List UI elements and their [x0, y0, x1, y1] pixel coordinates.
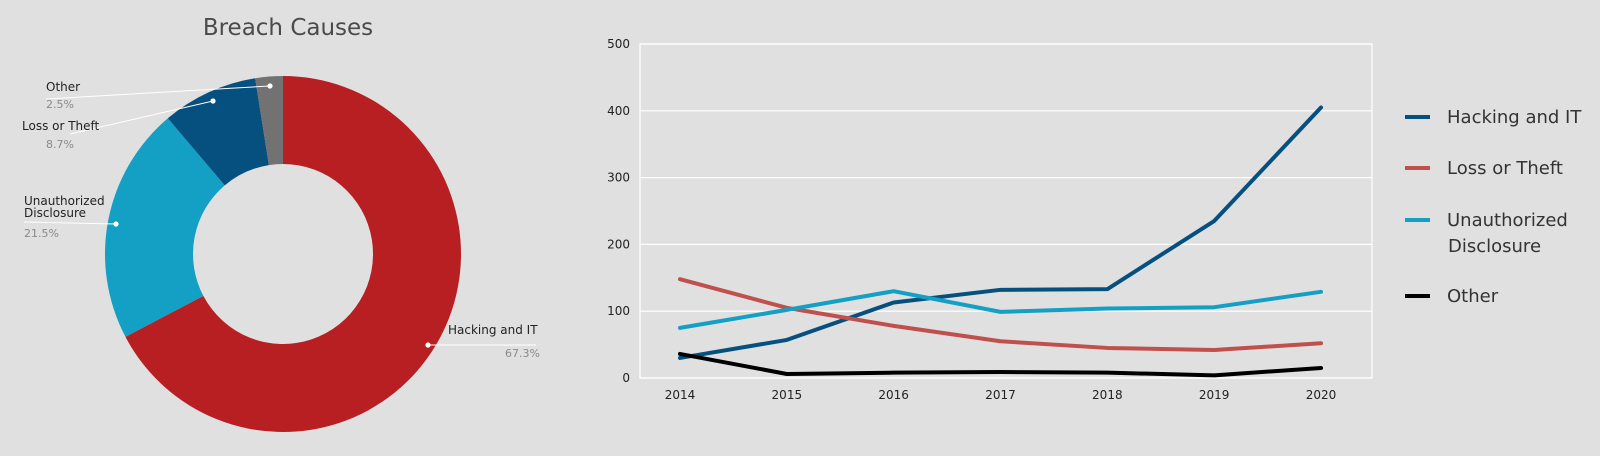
x-tick-label: 2016: [878, 388, 909, 402]
leader-dot-loss-or-theft: [210, 98, 216, 104]
series-line-hacking-and-it: [678, 105, 1323, 360]
slice-pct-hacking-and-it: 67.3%: [505, 347, 540, 360]
slice-label-unauthorized-disclosure: Unauthorized: [24, 194, 105, 208]
x-tick-label: 2017: [985, 388, 1016, 402]
slice-label-hacking-and-it: Hacking and IT: [448, 323, 538, 337]
leader-line-loss-or-theft: [69, 100, 214, 135]
leader-dot-other: [267, 83, 273, 89]
legend-label-loss-or-theft: Loss or Theft: [1447, 158, 1563, 179]
breach-trend-line-chart: 0 100 200 300 400 500 2014 2015 2016 2017 2018 2019…: [607, 37, 1582, 402]
slice-pct-loss-or-theft: 8.7%: [46, 138, 74, 151]
series-line-other: [678, 351, 1323, 378]
x-tick-label: 2015: [772, 388, 803, 402]
leader-line-other: [45, 85, 271, 100]
leader-dot-unauthorized-disclosure: [113, 221, 119, 227]
y-tick-label: 100: [607, 304, 630, 318]
slice-label-unauthorized-disclosure: Disclosure: [24, 206, 86, 220]
slice-pct-other: 2.5%: [46, 98, 74, 111]
legend-label-other: Other: [1447, 286, 1499, 307]
x-tick-label: 2019: [1199, 388, 1230, 402]
x-tick-label: 2014: [665, 388, 696, 402]
y-tick-label: 400: [607, 104, 630, 118]
breach-causes-donut-chart: Breach Causes Hacking and IT 67.3% Unautho…: [22, 15, 540, 432]
y-tick-label: 500: [607, 37, 630, 51]
plot-area: [639, 43, 1373, 379]
legend-label-unauthorized-disclosure: Unauthorized: [1447, 210, 1568, 231]
legend-label-unauthorized-disclosure: Disclosure: [1448, 236, 1541, 257]
slice-hacking-and-it: [125, 76, 461, 432]
slice-label-loss-or-theft: Loss or Theft: [22, 119, 100, 133]
x-tick-label: 2018: [1092, 388, 1123, 402]
y-tick-label: 200: [607, 237, 630, 251]
slice-other: [255, 76, 283, 166]
slice-unauthorized-disclosure: [105, 118, 225, 337]
pie-title: Breach Causes: [203, 15, 373, 41]
y-tick-label: 0: [622, 371, 630, 385]
slice-label-other: Other: [46, 80, 80, 94]
x-tick-label: 2020: [1306, 388, 1337, 402]
slice-loss-or-theft: [167, 78, 269, 186]
leader-line-unauthorized-disclosure: [23, 221, 117, 225]
y-tick-label: 300: [607, 171, 630, 185]
slice-pct-unauthorized-disclosure: 21.5%: [24, 227, 59, 240]
series-line-unauthorized-disclosure: [678, 289, 1323, 330]
legend-label-hacking-and-it: Hacking and IT: [1447, 107, 1582, 128]
leader-dot-hacking-and-it: [425, 342, 431, 348]
